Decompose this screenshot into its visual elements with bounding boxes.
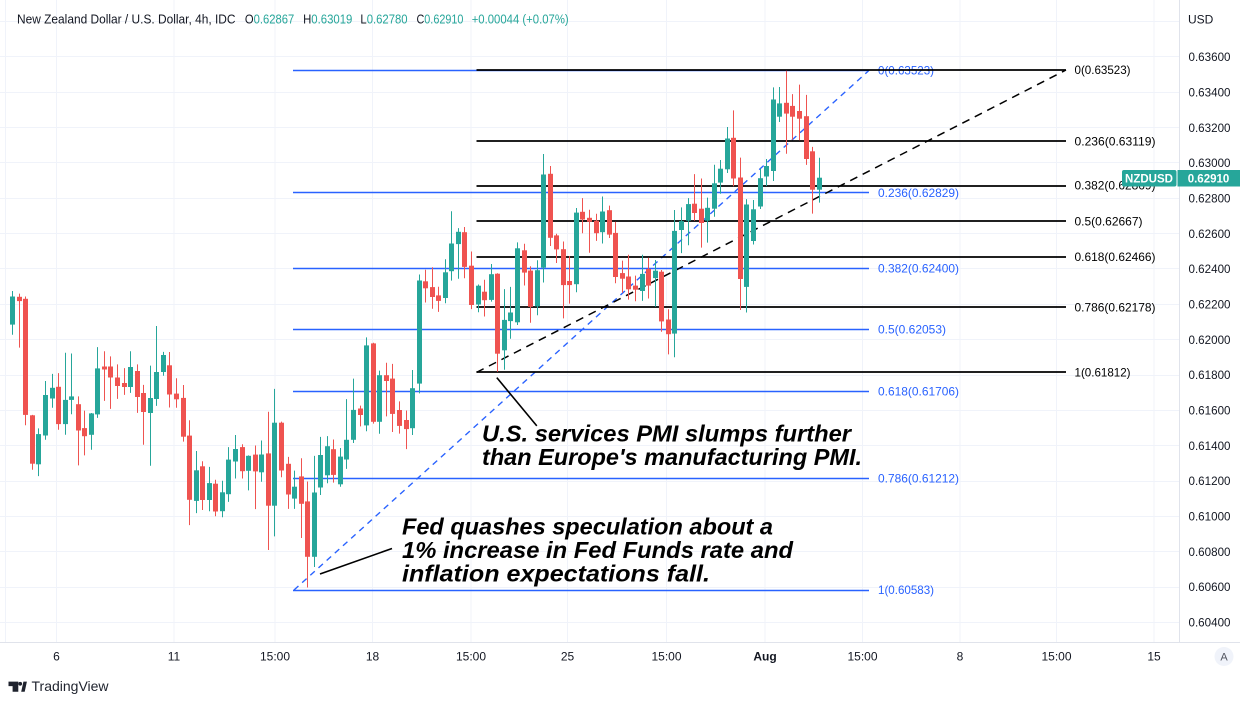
svg-text:0.786(0.62178): 0.786(0.62178) — [1075, 300, 1156, 314]
svg-text:1(0.60583): 1(0.60583) — [878, 583, 934, 597]
svg-text:0.5(0.62053): 0.5(0.62053) — [878, 323, 946, 337]
svg-text:0.236(0.62829): 0.236(0.62829) — [878, 186, 959, 200]
svg-text:H0.63019: H0.63019 — [303, 13, 352, 27]
svg-text:0.63200: 0.63200 — [1189, 121, 1231, 135]
svg-text:0.62800: 0.62800 — [1189, 192, 1231, 206]
svg-text:0(0.63523): 0(0.63523) — [1075, 63, 1131, 77]
svg-text:A: A — [1220, 652, 1228, 664]
svg-text:15:00: 15:00 — [1041, 650, 1071, 664]
svg-text:0.61600: 0.61600 — [1189, 404, 1231, 418]
svg-text:0.62200: 0.62200 — [1189, 298, 1231, 312]
svg-text:0.61200: 0.61200 — [1189, 474, 1231, 488]
svg-text:0.60400: 0.60400 — [1189, 616, 1231, 630]
svg-text:15: 15 — [1147, 650, 1161, 664]
svg-text:8: 8 — [957, 650, 964, 664]
svg-text:New Zealand Dollar / U.S. Doll: New Zealand Dollar / U.S. Dollar, 4h, ID… — [17, 13, 236, 27]
svg-text:15:00: 15:00 — [456, 650, 486, 664]
svg-text:0.382(0.62400): 0.382(0.62400) — [878, 262, 959, 276]
svg-text:15:00: 15:00 — [847, 650, 877, 664]
svg-text:25: 25 — [561, 650, 575, 664]
svg-text:0.62400: 0.62400 — [1189, 262, 1231, 276]
svg-text:18: 18 — [366, 650, 380, 664]
svg-text:0.60800: 0.60800 — [1189, 545, 1231, 559]
svg-text:0.61400: 0.61400 — [1189, 439, 1231, 453]
svg-text:0.618(0.62466): 0.618(0.62466) — [1075, 250, 1156, 264]
svg-text:Aug: Aug — [753, 650, 776, 664]
svg-text:0.236(0.63119): 0.236(0.63119) — [1075, 135, 1156, 149]
svg-text:U.S. services PMI slumps furth: U.S. services PMI slumps further — [482, 421, 852, 447]
svg-text:11: 11 — [168, 650, 181, 664]
svg-text:0.62600: 0.62600 — [1189, 227, 1231, 241]
svg-text:0.618(0.61706): 0.618(0.61706) — [878, 384, 959, 398]
svg-text:USD: USD — [1188, 13, 1214, 27]
svg-text:0.62000: 0.62000 — [1189, 333, 1231, 347]
svg-text:O0.62867: O0.62867 — [245, 13, 294, 27]
svg-text:1(0.61812): 1(0.61812) — [1075, 366, 1131, 380]
svg-text:0.60600: 0.60600 — [1189, 580, 1231, 594]
svg-text:0.63000: 0.63000 — [1189, 156, 1231, 170]
svg-text:TradingView: TradingView — [32, 678, 110, 694]
svg-text:0.61000: 0.61000 — [1189, 510, 1231, 524]
svg-text:0.63400: 0.63400 — [1189, 85, 1231, 99]
svg-text:1% increase in Fed Funds rate: 1% increase in Fed Funds rate and — [402, 537, 794, 563]
svg-text:15:00: 15:00 — [651, 650, 681, 664]
svg-text:L0.62780: L0.62780 — [360, 13, 407, 27]
svg-text:NZDUSD: NZDUSD — [1125, 174, 1173, 186]
svg-text:0.5(0.62667): 0.5(0.62667) — [1075, 215, 1143, 229]
svg-text:6: 6 — [53, 650, 60, 664]
svg-text:0.63600: 0.63600 — [1189, 50, 1231, 64]
svg-text:0.61800: 0.61800 — [1189, 368, 1231, 382]
svg-text:than Europe's manufacturing PM: than Europe's manufacturing PMI. — [482, 444, 862, 470]
svg-text:15:00: 15:00 — [260, 650, 290, 664]
svg-text:0.62910: 0.62910 — [1188, 174, 1230, 186]
svg-text:+0.00044 (+0.07%): +0.00044 (+0.07%) — [472, 13, 569, 27]
svg-text:C0.62910: C0.62910 — [417, 13, 464, 27]
svg-text:Fed quashes speculation about: Fed quashes speculation about a — [402, 514, 773, 540]
svg-text:0.786(0.61212): 0.786(0.61212) — [878, 472, 959, 486]
svg-text:inflation expectations fall.: inflation expectations fall. — [402, 561, 710, 587]
